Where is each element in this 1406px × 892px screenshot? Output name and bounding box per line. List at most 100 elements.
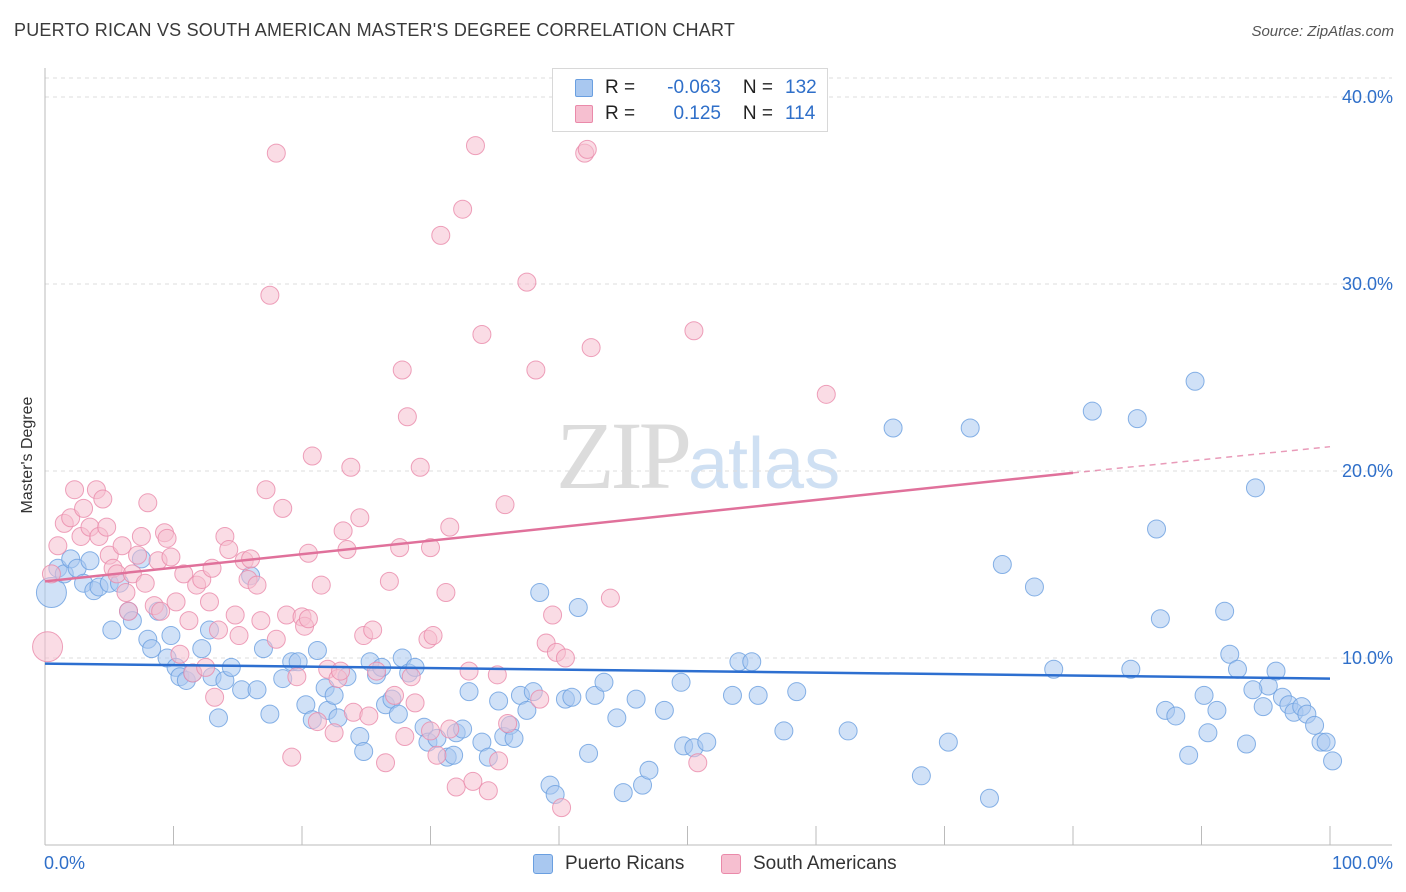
point-south-american — [260, 285, 280, 305]
point-south-american — [526, 360, 546, 380]
point-puerto-rican — [562, 687, 582, 707]
point-south-american — [478, 781, 498, 801]
point-south-american — [205, 687, 225, 707]
point-south-american — [423, 626, 443, 646]
point-south-american — [463, 771, 483, 791]
point-puerto-rican — [221, 657, 241, 677]
point-south-american — [453, 199, 473, 219]
point-south-american — [331, 661, 351, 681]
point-south-american — [97, 517, 117, 537]
point-puerto-rican — [1194, 685, 1214, 705]
point-south-american — [543, 605, 563, 625]
point-south-american — [65, 480, 85, 500]
point-puerto-rican — [1305, 715, 1325, 735]
point-puerto-rican — [80, 551, 100, 571]
point-south-american — [577, 139, 597, 159]
point-puerto-rican — [607, 708, 627, 728]
point-south-american — [390, 538, 410, 558]
point-south-american — [324, 723, 344, 743]
bottom-legend-swatch — [533, 854, 553, 874]
point-puerto-rican — [838, 721, 858, 741]
legend-n-label: N = — [742, 103, 773, 124]
point-south-american — [688, 753, 708, 773]
point-south-american — [119, 601, 139, 621]
point-puerto-rican — [697, 732, 717, 752]
point-south-american — [174, 564, 194, 584]
point-puerto-rican — [102, 620, 122, 640]
point-puerto-rican — [1215, 601, 1235, 621]
point-south-american — [427, 745, 447, 765]
point-south-american — [208, 620, 228, 640]
point-puerto-rican — [1147, 519, 1167, 539]
point-puerto-rican — [1179, 745, 1199, 765]
watermark: ZIPatlas — [556, 400, 840, 511]
point-south-american — [440, 517, 460, 537]
point-south-american — [196, 657, 216, 677]
point-puerto-rican — [1220, 644, 1240, 664]
point-south-american — [397, 407, 417, 427]
bottom-legend-south-americans[interactable]: South Americans — [721, 852, 897, 876]
point-south-american — [157, 528, 177, 548]
point-south-american — [459, 661, 479, 681]
watermark-atlas: atlas — [688, 424, 841, 504]
point-puerto-rican — [1236, 734, 1256, 754]
point-south-american — [161, 547, 181, 567]
point-south-american — [401, 667, 421, 687]
point-puerto-rican — [161, 626, 181, 646]
point-puerto-rican — [960, 418, 980, 438]
point-puerto-rican — [1243, 680, 1263, 700]
point-south-american — [395, 727, 415, 747]
point-puerto-rican — [1323, 751, 1343, 771]
legend-r-label: R = — [605, 103, 636, 124]
point-south-american — [421, 721, 440, 741]
point-puerto-rican — [192, 639, 212, 659]
point-puerto-rican — [1316, 732, 1336, 752]
point-south-american — [311, 575, 331, 595]
point-south-american — [247, 575, 267, 595]
point-south-american — [436, 583, 456, 603]
point-puerto-rican — [1150, 609, 1170, 629]
point-south-american — [410, 457, 430, 477]
point-puerto-rican — [1198, 723, 1218, 743]
point-south-american — [498, 713, 518, 733]
point-south-american — [170, 644, 190, 664]
point-south-american — [440, 719, 460, 739]
point-south-american — [552, 798, 572, 818]
point-puerto-rican — [742, 652, 762, 672]
point-south-american — [48, 536, 68, 556]
x-tick-label: 100.0% — [1332, 853, 1393, 873]
legend-n-value: 114 — [785, 103, 816, 124]
point-south-american — [41, 564, 61, 584]
point-puerto-rican — [142, 639, 162, 659]
legend-n-value: 132 — [785, 77, 817, 98]
point-puerto-rican — [568, 598, 588, 618]
point-puerto-rican — [324, 685, 344, 705]
point-puerto-rican — [247, 680, 267, 700]
y-tick-label: 40.0% — [1342, 87, 1393, 107]
point-puerto-rican — [1121, 659, 1141, 679]
point-south-american — [530, 689, 550, 709]
point-south-american — [128, 545, 148, 565]
bottom-legend-puerto-ricans[interactable]: Puerto Ricans — [533, 852, 684, 876]
point-puerto-rican — [774, 721, 794, 741]
legend-r-value: -0.063 — [667, 77, 721, 98]
point-puerto-rican — [979, 788, 999, 808]
point-south-american — [112, 536, 132, 556]
point-south-american — [131, 526, 151, 546]
point-south-american — [93, 489, 113, 509]
y-tick-label: 20.0% — [1342, 461, 1393, 481]
point-puerto-rican — [260, 704, 280, 724]
point-puerto-rican — [489, 691, 509, 711]
point-south-american — [359, 706, 379, 726]
point-south-american — [282, 747, 302, 767]
point-puerto-rican — [992, 555, 1012, 574]
point-south-american — [266, 629, 286, 649]
point-puerto-rican — [530, 583, 550, 603]
trendline-south-americans — [44, 471, 1074, 583]
point-south-american — [376, 753, 396, 773]
legend-swatch-south-americans — [575, 105, 593, 123]
legend-swatch-puerto-ricans — [575, 79, 593, 97]
point-south-american — [251, 611, 271, 631]
point-puerto-rican — [585, 685, 605, 705]
